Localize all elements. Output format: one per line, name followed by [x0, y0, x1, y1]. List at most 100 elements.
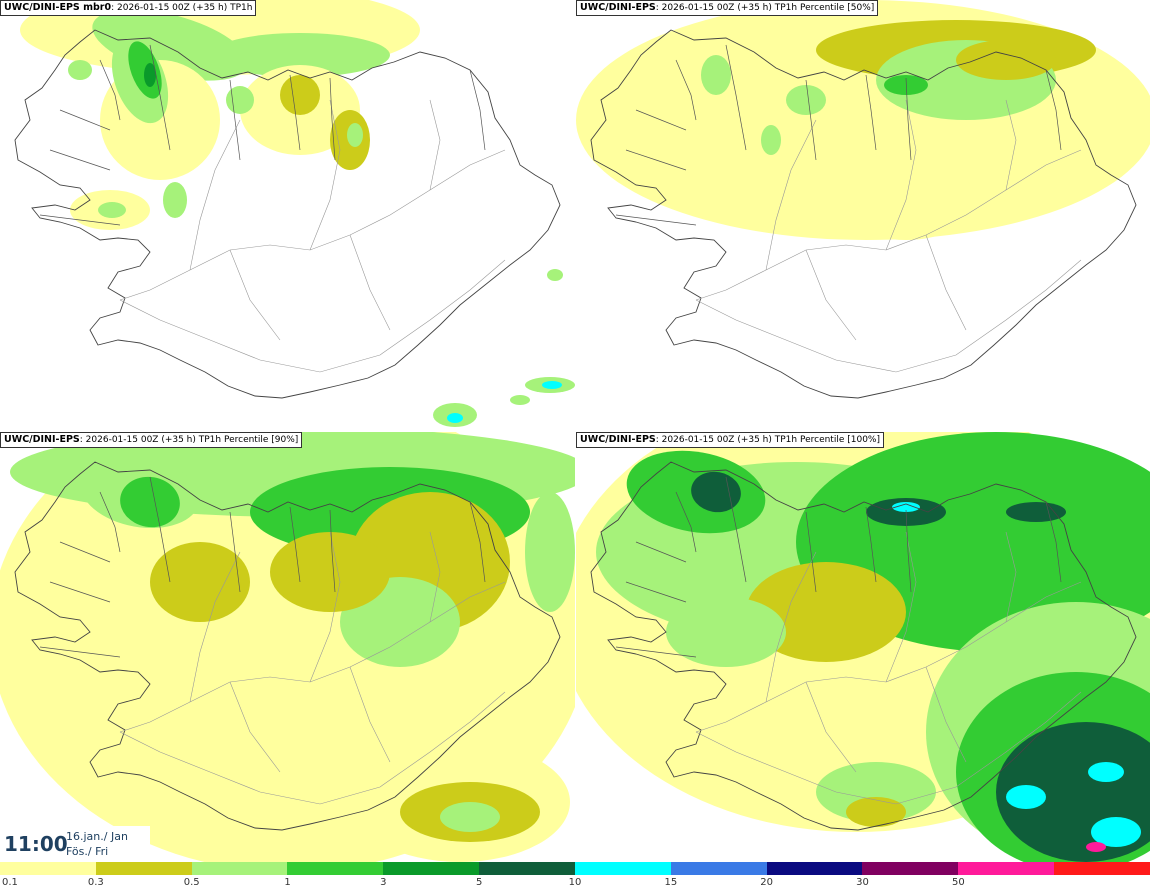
fjord-line: [149, 476, 171, 583]
coastline: [590, 461, 1137, 831]
fjord-line: [625, 581, 687, 603]
colorbar-swatch: [958, 862, 1055, 875]
fjord-line: [289, 506, 301, 583]
road: [229, 249, 281, 341]
road: [695, 259, 1082, 373]
fjord-line: [725, 476, 747, 583]
road: [1005, 531, 1017, 623]
colorbar-swatch: [479, 862, 575, 875]
road: [309, 99, 341, 251]
precip-area: [280, 75, 320, 115]
precip-area: [144, 63, 156, 87]
precip-area: [1091, 817, 1141, 847]
fjord-line: [805, 511, 817, 593]
precip-area: [761, 125, 781, 155]
fjord-line: [865, 506, 877, 583]
fjord-line: [99, 491, 121, 553]
coastline: [14, 29, 561, 399]
precip-area: [150, 542, 250, 622]
map-panel-mbr0: UWC/DINI-EPS mbr0: 2026-01-15 00Z (+35 h…: [0, 0, 575, 431]
precip-area: [68, 60, 92, 80]
fjord-line: [469, 501, 486, 583]
colorbar-swatch: [0, 862, 96, 875]
colorbar-label: 0.5: [183, 877, 200, 888]
fjord-line: [615, 646, 697, 658]
road: [119, 259, 506, 373]
road: [349, 666, 391, 763]
colorbar-swatch: [574, 862, 671, 875]
fjord-line: [615, 214, 697, 226]
colorbar-label: 50: [951, 877, 965, 888]
precip-area: [701, 55, 731, 95]
colorbar-swatch: [862, 862, 959, 875]
fjord-line: [39, 214, 121, 226]
precip-area: [1006, 785, 1046, 809]
road: [925, 234, 967, 331]
fjord-line: [905, 77, 912, 161]
panel-title: UWC/DINI-EPS: 2026-01-15 00Z (+35 h) TP1…: [576, 0, 879, 16]
precip-area: [98, 202, 126, 218]
road: [765, 551, 817, 703]
colorbar-swatches: [0, 862, 1150, 875]
road: [119, 691, 506, 805]
road: [885, 531, 917, 683]
colorbar-label: 20: [760, 877, 774, 888]
precip-area: [510, 395, 530, 405]
road: [189, 551, 241, 703]
fjord-line: [289, 74, 301, 151]
precip-area: [1086, 842, 1106, 852]
fjord-line: [49, 149, 111, 171]
colorbar-swatch: [383, 862, 480, 875]
road: [1005, 99, 1017, 191]
road: [765, 119, 817, 271]
road: [349, 234, 391, 331]
colorbar-label: 1: [284, 877, 291, 888]
colorbar-label: 0.3: [87, 877, 104, 888]
road: [229, 681, 281, 773]
precip-map: [14, 0, 575, 427]
precip-map: [576, 0, 1150, 399]
colorbar-label: 30: [856, 877, 869, 888]
precip-area: [163, 182, 187, 218]
coastline: [14, 461, 561, 831]
precip-area: [786, 85, 826, 115]
panel-title: UWC/DINI-EPS mbr0: 2026-01-15 00Z (+35 h…: [0, 0, 257, 16]
fjord-line: [49, 581, 111, 603]
fjord-line: [1045, 501, 1062, 583]
panel-title: UWC/DINI-EPS: 2026-01-15 00Z (+35 h) TP1…: [576, 432, 884, 448]
precip-area: [447, 413, 463, 423]
colorbar-label: 3: [380, 877, 387, 888]
valid-weekday: Fös./ Fri: [66, 845, 109, 858]
fjord-line: [329, 509, 336, 593]
fjord-line: [865, 74, 877, 151]
fjord-line: [149, 44, 171, 151]
precip-area: [226, 86, 254, 114]
fjord-line: [675, 491, 697, 553]
panel-divider: [0, 431, 1150, 432]
precip-area: [1088, 762, 1124, 782]
precip-area: [956, 40, 1056, 80]
fjord-line: [635, 109, 687, 131]
precip-area: [542, 381, 562, 389]
precip-area: [525, 492, 575, 612]
road: [189, 119, 241, 271]
precip-colorbar: 0.1 0.3 0.5 1 3 5 10 15 20 30 50: [0, 862, 1150, 891]
precip-area: [547, 269, 563, 281]
precip-area: [120, 476, 180, 528]
colorbar-swatch: [766, 862, 863, 875]
precip-area: [816, 762, 936, 822]
valid-date: 16.jan./ Jan: [66, 830, 128, 843]
precip-area: [691, 471, 741, 513]
precip-area: [666, 597, 786, 667]
fjord-line: [229, 511, 241, 593]
precip-map: [576, 432, 1150, 863]
panel-title: UWC/DINI-EPS: 2026-01-15 00Z (+35 h) TP1…: [0, 432, 303, 448]
map-panel-percentile-90: UWC/DINI-EPS: 2026-01-15 00Z (+35 h) TP1…: [0, 432, 575, 863]
fjord-line: [725, 44, 747, 151]
fjord-line: [99, 59, 121, 121]
colorbar-label: 0.1: [2, 877, 18, 888]
colorbar-label: 10: [568, 877, 582, 888]
valid-time-box: 11:00 16.jan./ Jan Fös./ Fri: [0, 826, 150, 862]
colorbar-swatch: [1054, 862, 1150, 875]
fjord-line: [635, 541, 687, 563]
